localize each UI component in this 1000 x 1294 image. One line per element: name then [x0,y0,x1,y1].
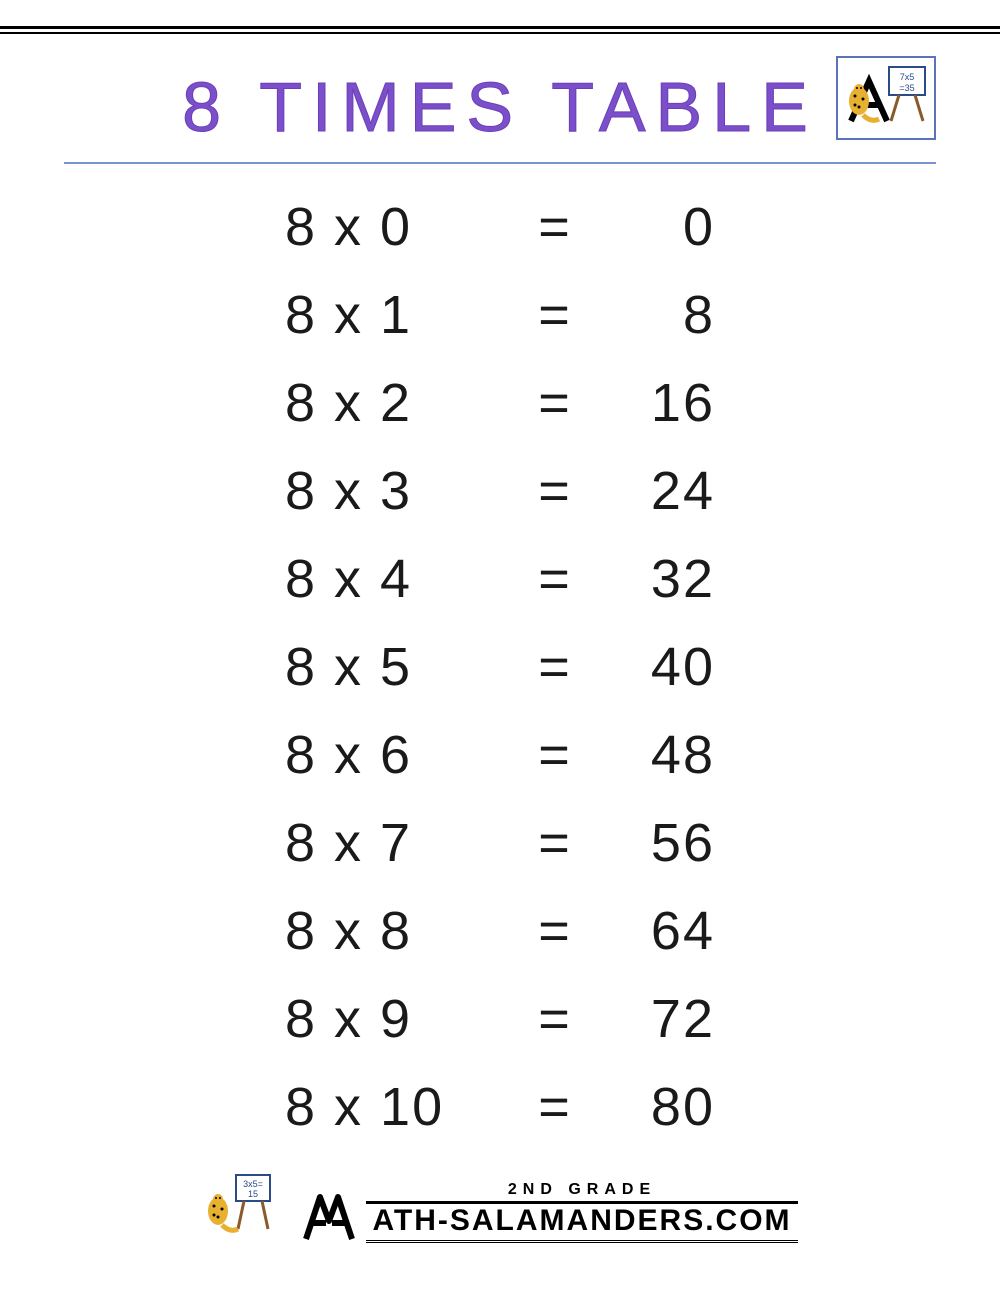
page-title: 8 TIMES TABLE [64,52,936,162]
row-equals: = [515,376,595,430]
row-equals: = [515,992,595,1046]
row-result: 24 [595,464,715,518]
row-equals: = [515,552,595,606]
row-equals: = [515,1080,595,1134]
row-result: 0 [595,200,715,254]
footer-brand: ATH-SALAMANDERS.COM [366,1201,797,1243]
row-equals: = [515,904,595,958]
row-equals: = [515,464,595,518]
row-result: 32 [595,552,715,606]
salamander-logo-icon: 7x5 =35 [841,61,931,135]
row-equals: = [515,816,595,870]
table-row: 8 x 7=56 [0,816,1000,870]
row-equals: = [515,640,595,694]
table-row: 8 x 5=40 [0,640,1000,694]
svg-text:15: 15 [248,1189,258,1199]
row-result: 8 [595,288,715,342]
row-result: 80 [595,1080,715,1134]
footer: 3x5= 15 2ND GRADE ATH-SALAMANDERS.COM [0,1173,1000,1248]
logo-box: 7x5 =35 [836,56,936,140]
svg-text:=35: =35 [899,83,914,93]
row-lhs: 8 x 8 [285,904,515,958]
header: 8 TIMES TABLE 7x5 =35 [64,52,936,162]
svg-text:7x5: 7x5 [900,72,915,82]
row-result: 72 [595,992,715,1046]
table-row: 8 x 4=32 [0,552,1000,606]
table-row: 8 x 3=24 [0,464,1000,518]
row-lhs: 8 x 10 [285,1080,515,1134]
row-lhs: 8 x 4 [285,552,515,606]
table-row: 8 x 2=16 [0,376,1000,430]
row-lhs: 8 x 7 [285,816,515,870]
table-row: 8 x 9=72 [0,992,1000,1046]
row-equals: = [515,288,595,342]
svg-text:3x5=: 3x5= [244,1179,264,1189]
header-underline [64,162,936,164]
row-equals: = [515,200,595,254]
table-row: 8 x 0=0 [0,200,1000,254]
row-result: 48 [595,728,715,782]
row-lhs: 8 x 1 [285,288,515,342]
row-lhs: 8 x 6 [285,728,515,782]
row-result: 56 [595,816,715,870]
table-row: 8 x 10=80 [0,1080,1000,1134]
top-double-rule [0,26,1000,34]
footer-salamander-icon: 3x5= 15 [202,1173,292,1243]
row-result: 40 [595,640,715,694]
table-row: 8 x 8=64 [0,904,1000,958]
row-equals: = [515,728,595,782]
row-lhs: 8 x 5 [285,640,515,694]
row-result: 64 [595,904,715,958]
row-lhs: 8 x 0 [285,200,515,254]
row-result: 16 [595,376,715,430]
footer-m-icon [302,1189,356,1243]
table-row: 8 x 6=48 [0,728,1000,782]
table-row: 8 x 1=8 [0,288,1000,342]
times-table: 8 x 0=08 x 1=88 x 2=168 x 3=248 x 4=328 … [0,200,1000,1168]
row-lhs: 8 x 9 [285,992,515,1046]
footer-grade: 2ND GRADE [508,1181,656,1199]
row-lhs: 8 x 2 [285,376,515,430]
row-lhs: 8 x 3 [285,464,515,518]
